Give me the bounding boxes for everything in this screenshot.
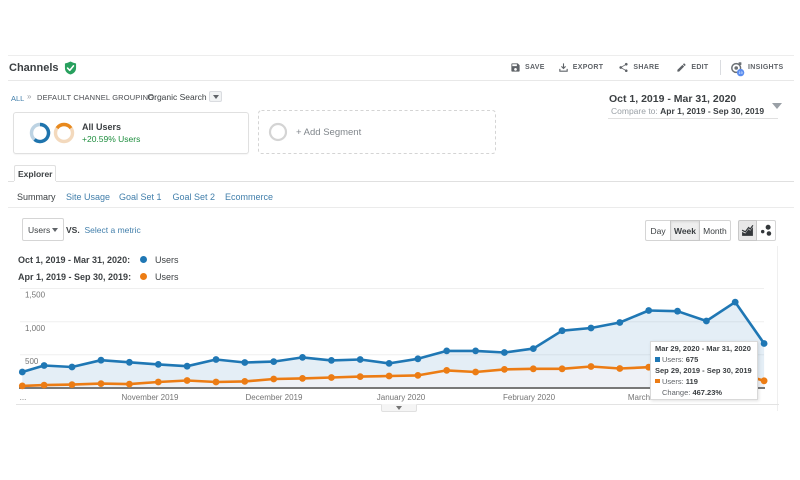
svg-text:January 2020: January 2020 bbox=[377, 393, 426, 402]
svg-text:19: 19 bbox=[739, 71, 743, 75]
svg-text:November 2019: November 2019 bbox=[122, 393, 179, 402]
svg-text:1,000: 1,000 bbox=[25, 324, 46, 333]
svg-text:December 2019: December 2019 bbox=[246, 393, 303, 402]
svg-text:...: ... bbox=[20, 393, 27, 402]
svg-text:February 2020: February 2020 bbox=[503, 393, 556, 402]
svg-text:March 2020: March 2020 bbox=[628, 393, 671, 402]
svg-text:500: 500 bbox=[25, 357, 39, 366]
svg-text:1,500: 1,500 bbox=[25, 291, 46, 300]
